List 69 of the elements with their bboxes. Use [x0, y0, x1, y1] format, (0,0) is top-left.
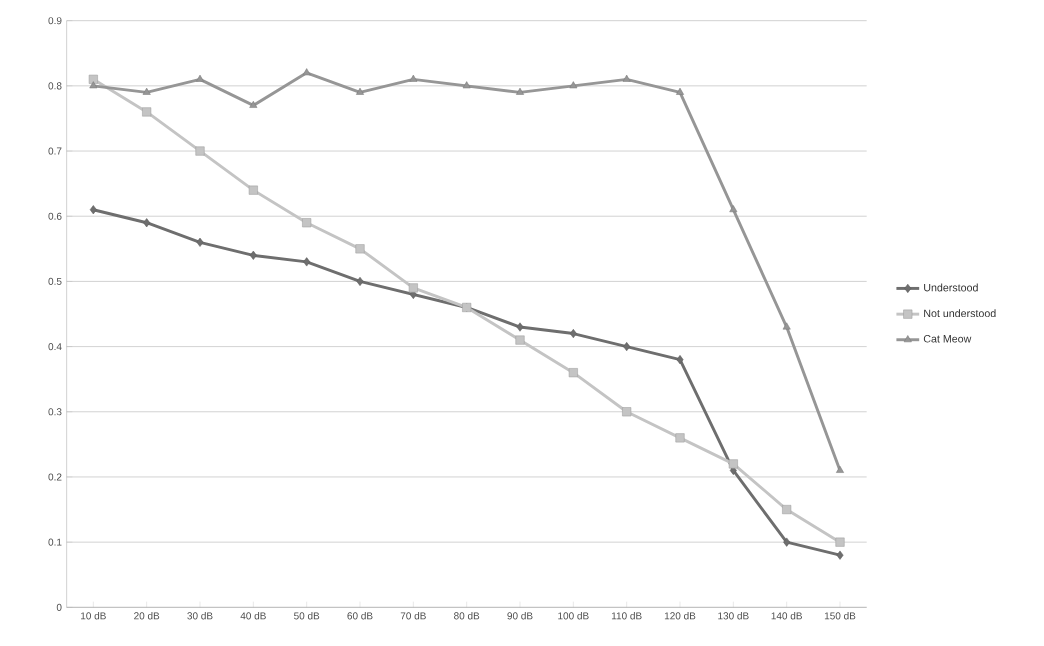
point — [835, 537, 845, 547]
point — [783, 537, 791, 547]
point — [303, 257, 311, 267]
point — [675, 433, 685, 443]
point — [356, 87, 364, 95]
x-tick-label: 20 dB — [134, 612, 160, 620]
x-tick-label: 80 dB — [454, 612, 480, 620]
point — [516, 322, 524, 332]
x-tick-label: 100 dB — [558, 612, 589, 620]
point — [622, 407, 632, 417]
point — [836, 550, 844, 560]
y-tick-label: 0.3 — [48, 408, 62, 416]
point — [515, 335, 525, 345]
point — [142, 107, 152, 117]
point — [356, 276, 364, 286]
point — [196, 74, 204, 82]
y-tick-label: 0.2 — [48, 473, 62, 481]
x-tick-label: 130 dB — [718, 612, 749, 620]
point — [729, 205, 738, 213]
point — [516, 87, 524, 95]
y-tick-label: 0.4 — [48, 343, 62, 351]
y-tick-label: 0.8 — [48, 82, 62, 90]
x-tick-label: 120 dB — [664, 612, 696, 620]
y-tick-label: 0.9 — [48, 17, 62, 25]
x-tick-label: 60 dB — [347, 612, 373, 620]
x-tick-label: 150 dB — [824, 612, 856, 620]
point — [782, 322, 791, 330]
point — [196, 237, 204, 247]
x-tick-label: 50 dB — [294, 612, 320, 620]
point — [249, 100, 258, 108]
y-tick-label: 0.7 — [48, 147, 62, 155]
x-tick-label: 30 dB — [187, 612, 213, 620]
point — [836, 465, 844, 473]
point — [569, 329, 577, 339]
x-tick-label: 40 dB — [240, 612, 266, 620]
point — [568, 368, 578, 378]
point — [89, 205, 97, 215]
point — [408, 283, 418, 293]
y-tick-label: 0 — [56, 603, 62, 611]
x-tick-label: 70 dB — [400, 612, 426, 620]
x-tick-label: 110 dB — [611, 612, 642, 620]
point — [569, 81, 578, 89]
point — [676, 87, 684, 95]
point — [623, 342, 631, 352]
point — [89, 81, 98, 89]
point — [782, 505, 792, 515]
point — [728, 459, 738, 469]
point — [355, 244, 365, 254]
point — [88, 74, 98, 84]
x-tick-label: 140 dB — [771, 612, 802, 620]
point — [249, 250, 257, 260]
legend-label: Understood — [924, 283, 978, 292]
point — [622, 74, 631, 82]
point — [248, 185, 258, 195]
x-tick-label: 90 dB — [507, 612, 533, 620]
legend-label: Not understood — [924, 309, 996, 318]
point — [462, 81, 471, 89]
point — [195, 146, 205, 156]
point — [302, 68, 311, 76]
legend-label: Cat Meow — [923, 335, 972, 343]
x-tick-label: 10 dB — [81, 612, 106, 620]
y-tick-label: 0.6 — [48, 212, 62, 220]
point — [409, 74, 418, 82]
point — [142, 87, 151, 95]
point — [143, 218, 151, 228]
y-tick-label: 0.1 — [48, 538, 62, 546]
point — [302, 218, 312, 228]
point — [676, 355, 684, 365]
y-tick-label: 0.5 — [48, 277, 62, 285]
